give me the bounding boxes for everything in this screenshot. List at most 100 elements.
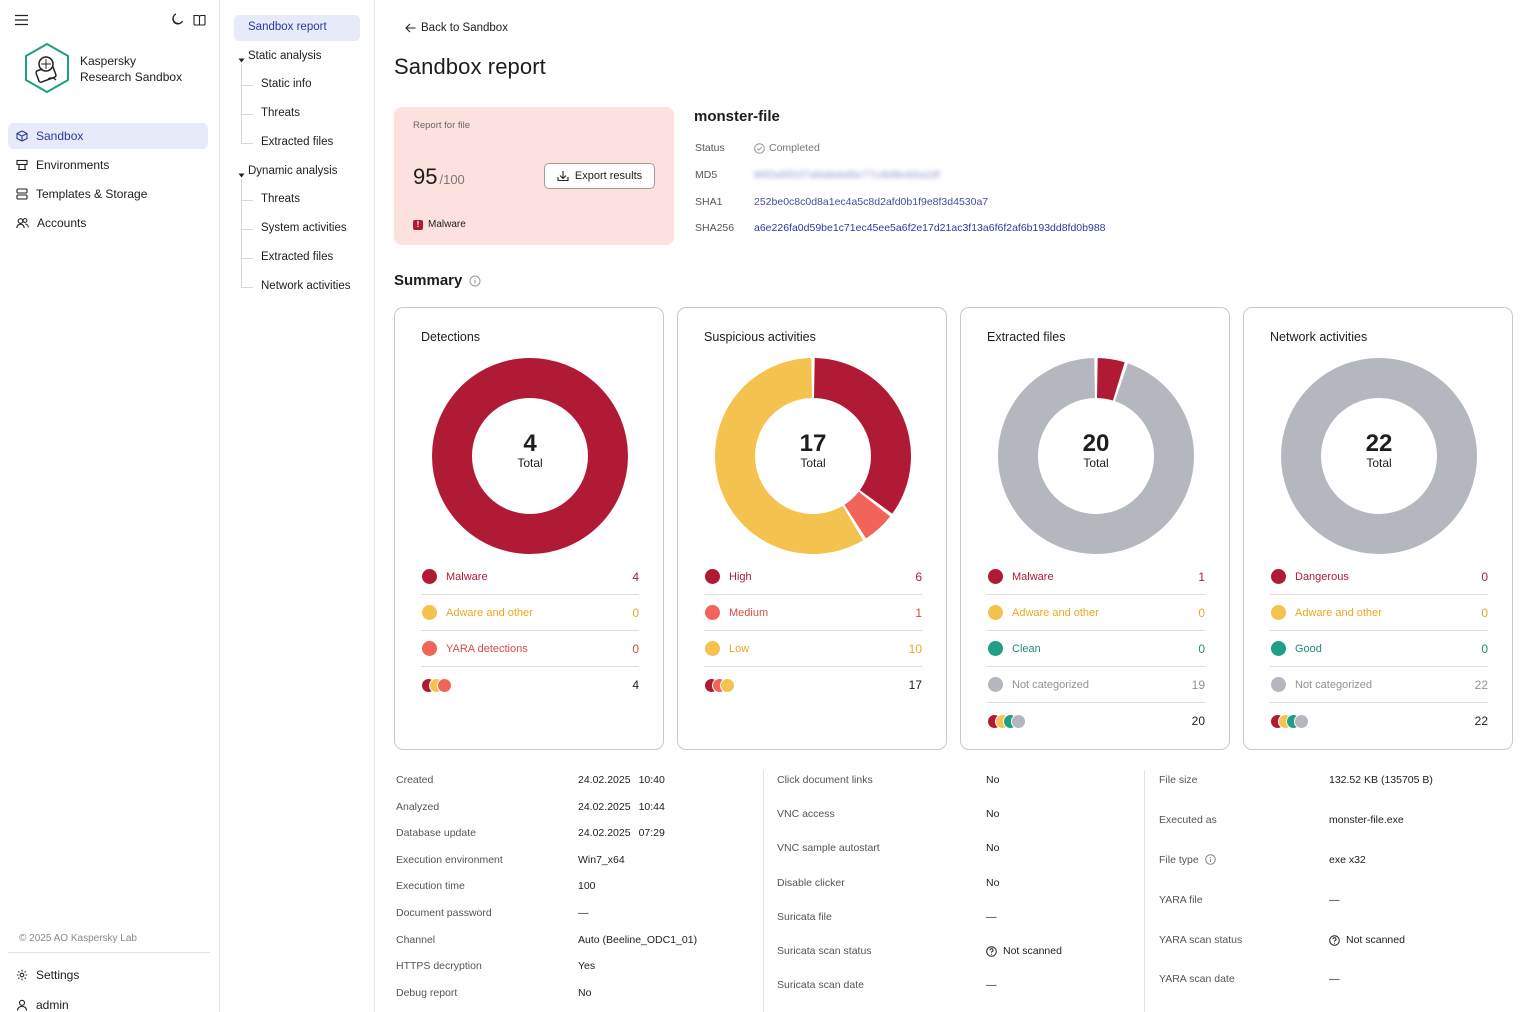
tree-item-dynamic-threats[interactable]: Threats	[261, 193, 300, 205]
legend-item-malware[interactable]: Malware 1	[987, 559, 1205, 595]
settings-label: Settings	[36, 968, 80, 982]
prop-value: 24.02.2025 07:29	[578, 827, 665, 839]
tree-item-dynamic-extracted-files[interactable]: Extracted files	[261, 251, 334, 263]
legend-item-adware-and-other[interactable]: Adware and other 0	[421, 595, 639, 631]
legend-item-low[interactable]: Low 10	[704, 631, 922, 667]
legend-value: 0	[632, 605, 639, 620]
info-icon[interactable]	[1204, 854, 1216, 868]
prop-key: Created	[396, 774, 434, 786]
tree-item-static-threats[interactable]: Threats	[261, 107, 300, 119]
legend-item-medium[interactable]: Medium 1	[704, 595, 922, 631]
tree-connector	[241, 64, 242, 143]
prop-key: File size	[1159, 774, 1198, 786]
legend-item-good[interactable]: Good 0	[1270, 631, 1488, 667]
question-circle-icon	[1329, 934, 1340, 946]
donut-slice-high[interactable]	[814, 358, 911, 514]
legend-total-row: 4	[421, 667, 639, 703]
prop-key: Executed as	[1159, 814, 1217, 826]
legend-item-yara-detections[interactable]: YARA detections 0	[421, 631, 639, 667]
legend-item-adware-and-other[interactable]: Adware and other 0	[1270, 595, 1488, 631]
malware-alert-icon: !	[413, 219, 423, 230]
user-menu[interactable]: admin	[16, 995, 69, 1012]
report-tree: Sandbox report Static analysis Static in…	[220, 0, 375, 1012]
tree-connector	[241, 229, 253, 230]
legend-label: Clean	[1012, 642, 1041, 655]
prop-time: 10:44	[638, 801, 665, 813]
total-label: Total	[1366, 456, 1392, 470]
nav-label-templates-storage: Templates & Storage	[36, 187, 148, 201]
hamburger-menu-icon[interactable]	[15, 14, 28, 29]
legend-value: 0	[1481, 569, 1488, 584]
tree-connector	[241, 114, 253, 115]
prop-value: 100	[578, 880, 596, 892]
book-help-icon[interactable]	[193, 14, 206, 29]
tree-item-static-extracted-files[interactable]: Extracted files	[261, 136, 334, 148]
prop-value: Not scanned	[1329, 934, 1405, 946]
legend-item-dangerous[interactable]: Dangerous 0	[1270, 559, 1488, 595]
sha1-row: SHA1 252be0c8c0d8a1ec4a5c8d2afd0b1f9e8f3…	[695, 196, 988, 208]
nav-item-accounts[interactable]: Accounts	[8, 210, 208, 236]
donut-slice-medium[interactable]	[844, 491, 891, 539]
donut-total: 4 Total	[421, 432, 639, 471]
donut-slice-malware[interactable]	[432, 358, 628, 554]
donut-slice-malware[interactable]	[1097, 358, 1125, 401]
tree-connector	[241, 85, 253, 86]
prop-value: Yes	[578, 960, 596, 972]
legend-value: 0	[1481, 641, 1488, 656]
legend-label: Malware	[446, 570, 488, 583]
user-name: admin	[36, 998, 69, 1012]
prop-key: Suricata scan date	[777, 979, 864, 991]
legend-item-clean[interactable]: Clean 0	[987, 631, 1205, 667]
nav-item-templates-storage[interactable]: Templates & Storage	[8, 181, 208, 207]
card-title: Detections	[421, 330, 481, 344]
donut-total: 22 Total	[1270, 432, 1488, 471]
prop-key: Disable clicker	[777, 877, 845, 889]
tree-item-sandbox-report[interactable]: Sandbox report	[234, 15, 360, 41]
donut-chart: 17 Total	[704, 354, 922, 559]
legend-item-not-categorized[interactable]: Not categorized 22	[1270, 667, 1488, 703]
nav-item-environments[interactable]: Environments	[8, 152, 208, 178]
prop-value: —	[1329, 894, 1340, 906]
sha256-value[interactable]: a6e226fa0d59be1c71ec45ee5a6f2e17d21ac3f1…	[754, 222, 1106, 234]
donut-slice-not-categorized[interactable]	[1281, 358, 1477, 554]
legend-swatch	[422, 605, 437, 620]
file-name: monster-file	[694, 108, 780, 125]
report-main: Back to Sandbox Sandbox report Report fo…	[375, 0, 1531, 1012]
prop-value: No	[986, 774, 1000, 786]
tree-item-dynamic-analysis[interactable]: Dynamic analysis	[248, 165, 338, 177]
prop-key: Analyzed	[396, 801, 440, 813]
donut-slice-low[interactable]	[715, 358, 864, 554]
caret-down-icon[interactable]	[238, 53, 245, 67]
tree-item-system-activities[interactable]: System activities	[261, 222, 347, 234]
legend-item-high[interactable]: High 6	[704, 559, 922, 595]
tree-item-static-info[interactable]: Static info	[261, 78, 312, 90]
legend-label: YARA detections	[446, 642, 528, 655]
sidebar-divider	[8, 952, 210, 953]
legend-item-adware-and-other[interactable]: Adware and other 0	[987, 595, 1205, 631]
legend-label: Not categorized	[1295, 678, 1373, 691]
legend-item-not-categorized[interactable]: Not categorized 19	[987, 667, 1205, 703]
dark-mode-moon-icon[interactable]	[171, 13, 184, 29]
prop-key: Database update	[396, 827, 476, 839]
back-to-sandbox-link[interactable]: Back to Sandbox	[405, 22, 508, 34]
prop-row-execution-time: Execution time 100	[396, 880, 596, 892]
tree-item-network-activities[interactable]: Network activities	[261, 280, 351, 292]
caret-down-icon[interactable]	[238, 168, 245, 182]
info-icon[interactable]	[469, 275, 481, 287]
prop-key: File type	[1159, 854, 1199, 866]
suspicious-activities-card: Suspicious activities 17 Total High 6 Medium 1…	[677, 307, 947, 750]
prop-row-yara-file: YARA file —	[1159, 894, 1340, 906]
legend-label: Not categorized	[1012, 678, 1090, 691]
legend-item-malware[interactable]: Malware 4	[421, 559, 639, 595]
prop-row-click-document-links: Click document links No	[777, 774, 999, 786]
legend-total-row: 17	[704, 667, 922, 703]
tree-item-static-analysis[interactable]: Static analysis	[248, 50, 322, 62]
export-results-button[interactable]: Export results	[544, 163, 655, 189]
status-row: Status Completed	[695, 142, 820, 154]
legend-label: Malware	[1012, 570, 1054, 583]
md5-value[interactable]: 86f2a5f31f7a9a8ebd5e77c4b9bcb5a2df	[754, 169, 940, 181]
settings-link[interactable]: Settings	[16, 965, 79, 985]
nav-item-sandbox[interactable]: Sandbox	[8, 123, 208, 149]
sha1-value[interactable]: 252be0c8c0d8a1ec4a5c8d2afd0b1f9e8f3d4530…	[754, 196, 989, 208]
donut-slice-not-categorized[interactable]	[998, 358, 1194, 554]
